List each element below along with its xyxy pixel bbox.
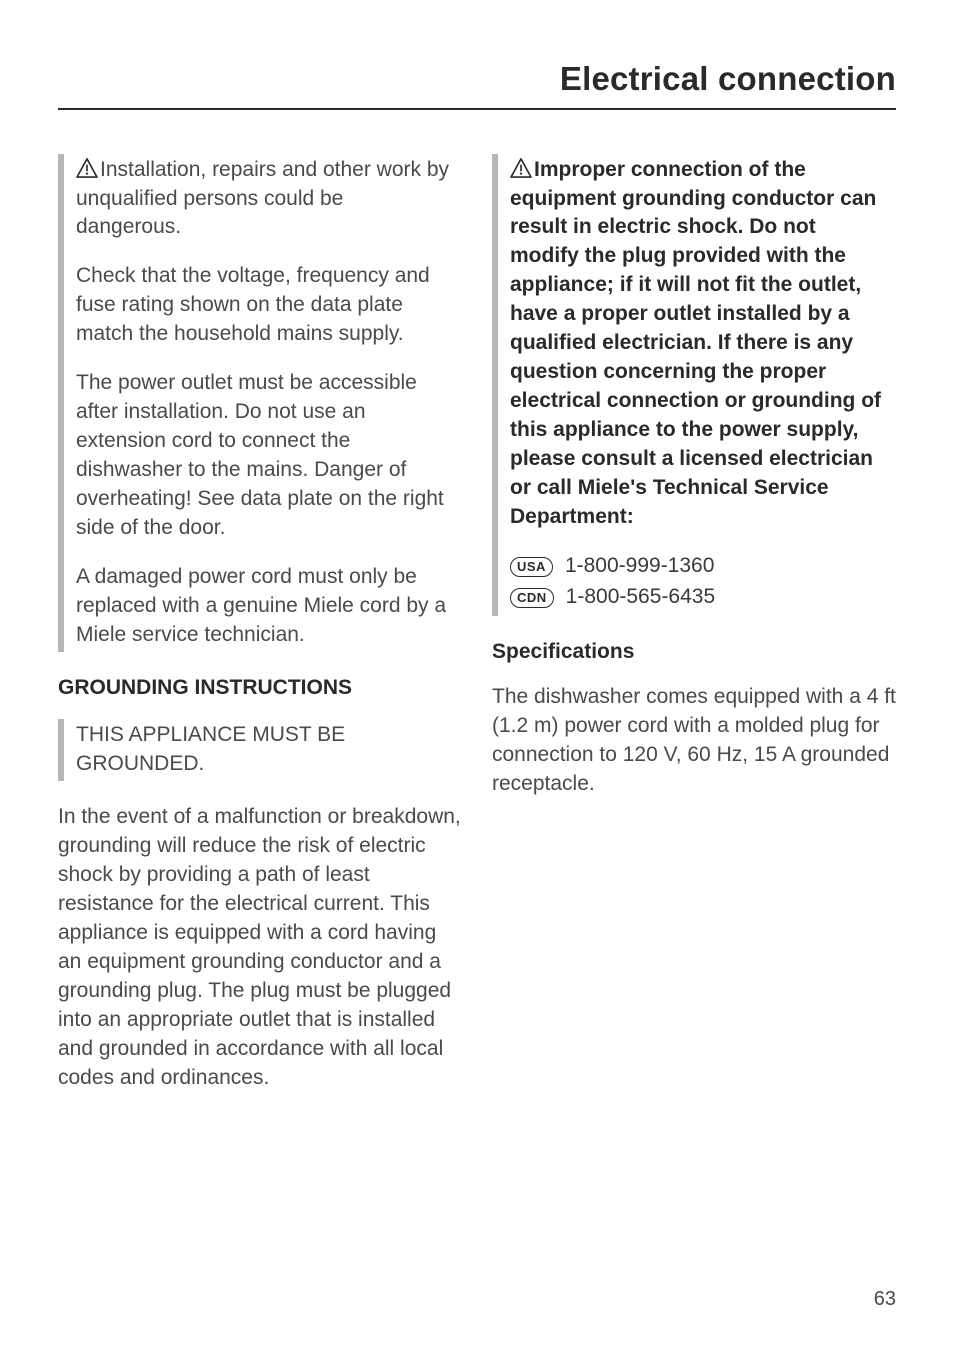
- improper-connection-callout: Improper connection of the equipment gro…: [492, 154, 896, 617]
- grounding-callout: THIS APPLIANCE MUST BE GROUNDED.: [58, 719, 462, 781]
- warning-icon: [76, 158, 98, 178]
- phone-row-usa: USA 1-800-999-1360: [510, 552, 888, 581]
- phone-row-cdn: CDN 1-800-565-6435: [510, 583, 888, 612]
- warning-icon: [510, 158, 532, 178]
- callout-text: THIS APPLIANCE MUST BE GROUNDED.: [76, 721, 454, 779]
- callout-paragraph: Check that the voltage, frequency and fu…: [76, 262, 454, 349]
- cdn-badge: CDN: [510, 588, 554, 608]
- usa-phone: 1-800-999-1360: [565, 552, 714, 581]
- specifications-body: The dishwasher comes equipped with a 4 f…: [492, 683, 896, 799]
- page-title: Electrical connection: [58, 56, 896, 102]
- left-column: Installation, repairs and other work by …: [58, 154, 462, 1113]
- callout-paragraph: A damaged power cord must only be replac…: [76, 563, 454, 650]
- callout-paragraph: The power outlet must be accessible afte…: [76, 369, 454, 543]
- grounding-heading: GROUNDING INSTRUCTIONS: [58, 674, 462, 703]
- specifications-heading: Specifications: [492, 638, 896, 667]
- cdn-phone: 1-800-565-6435: [566, 583, 715, 612]
- callout-text: Installation, repairs and other work by …: [76, 158, 449, 239]
- page-number: 63: [874, 1286, 896, 1314]
- title-rule: [58, 108, 896, 110]
- callout-bold-text: Improper connection of the equipment gro…: [510, 158, 881, 529]
- right-column: Improper connection of the equipment gro…: [492, 154, 896, 1113]
- two-column-layout: Installation, repairs and other work by …: [58, 154, 896, 1113]
- callout-paragraph: Installation, repairs and other work by …: [76, 156, 454, 243]
- usa-badge: USA: [510, 557, 553, 577]
- body-paragraph: In the event of a malfunction or breakdo…: [58, 803, 462, 1093]
- callout-bold-paragraph: Improper connection of the equipment gro…: [510, 156, 888, 533]
- phone-block: USA 1-800-999-1360 CDN 1-800-565-6435: [510, 552, 888, 612]
- safety-callout: Installation, repairs and other work by …: [58, 154, 462, 653]
